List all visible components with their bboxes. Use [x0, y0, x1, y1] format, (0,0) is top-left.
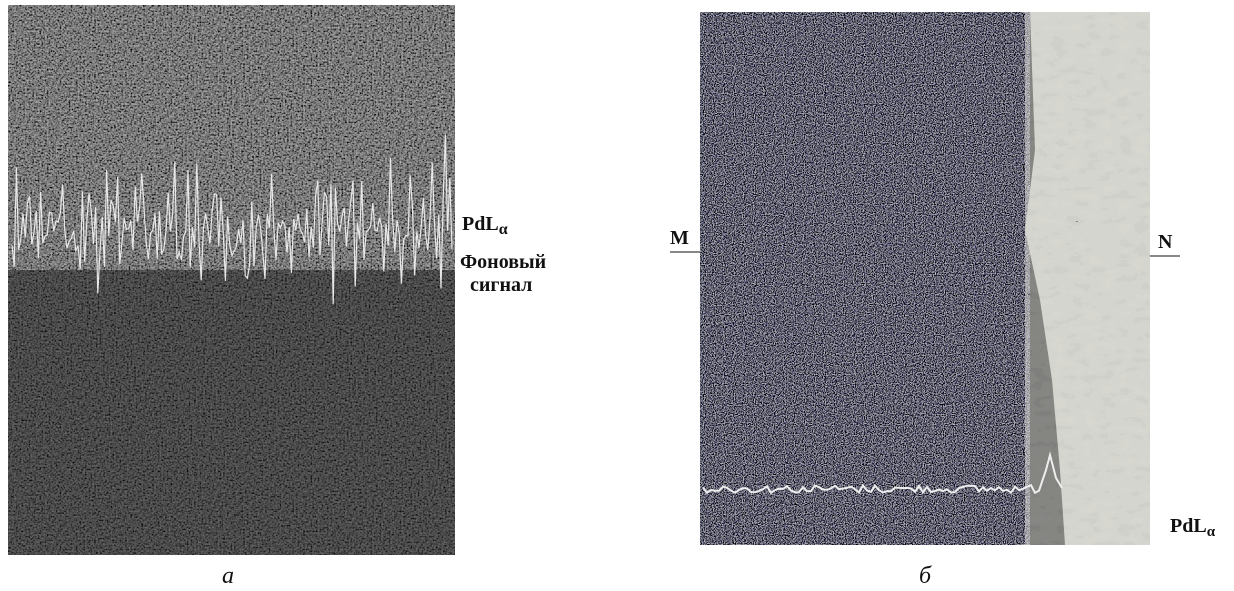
- annotation: сигнал: [470, 274, 532, 296]
- micrograph-texture: [700, 12, 1030, 545]
- marker: M: [670, 227, 689, 249]
- annotation: PdLα: [462, 213, 508, 238]
- caption: а: [222, 563, 234, 589]
- panel-b: M N PdLα б: [670, 12, 1216, 589]
- marker: N: [1158, 231, 1173, 253]
- dark-region: [8, 270, 455, 555]
- annotation: PdLα: [1170, 515, 1216, 540]
- figure: PdLα Фоновый сигнал а M N PdLα б: [0, 0, 1234, 591]
- annotation: Фоновый: [460, 251, 546, 273]
- panel-a: PdLα Фоновый сигнал а: [8, 5, 546, 589]
- caption: б: [919, 563, 932, 589]
